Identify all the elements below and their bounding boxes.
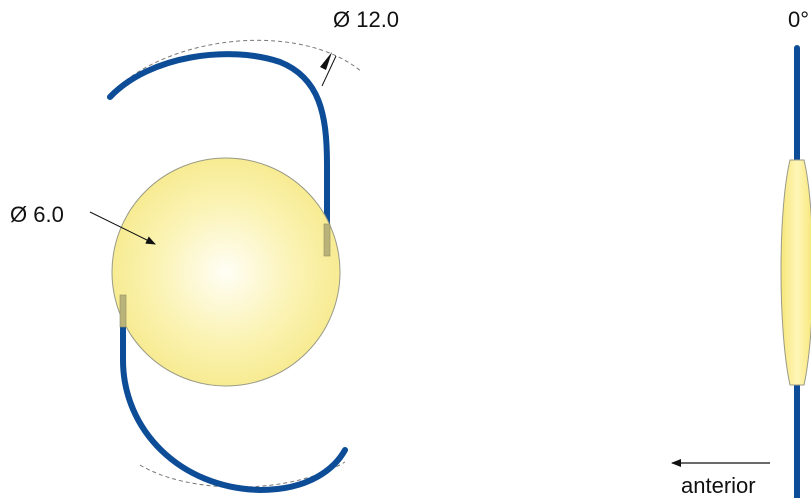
outer-diameter-dashed-arc-top [109,39,363,96]
anterior-label: anterior [681,473,756,498]
outer-diameter-dashed-arc-bottom [139,461,346,488]
optic-lens [111,157,341,387]
haptic-diameter-arrowhead [320,52,332,70]
optic-diameter-label: Ø 6.0 [10,202,64,227]
side-optic-profile [780,159,811,386]
upper-haptic-insert [323,223,331,257]
lower-haptic [120,294,348,494]
optic-diameter-leader [89,211,156,245]
haptic-diameter-leader [321,55,337,87]
haptic-diameter-label: Ø 12.0 [333,7,399,32]
upper-haptic [107,51,330,258]
angle-label: 0° [788,7,809,32]
lower-haptic-insert [119,294,127,328]
